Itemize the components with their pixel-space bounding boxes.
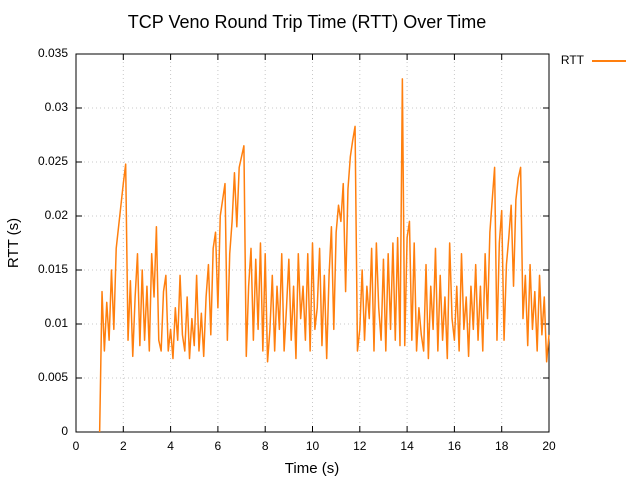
x-tick-label: 18 (495, 439, 509, 453)
x-tick-label: 12 (353, 439, 367, 453)
x-tick-label: 0 (73, 439, 80, 453)
y-tick-label: 0.015 (38, 262, 68, 276)
chart-title: TCP Veno Round Trip Time (RTT) Over Time (128, 12, 486, 32)
y-tick-label: 0 (61, 424, 68, 438)
plot-frame (75, 53, 550, 433)
x-tick-label: 16 (448, 439, 462, 453)
x-tick-label: 2 (120, 439, 127, 453)
rtt-line (98, 78, 550, 433)
x-tick-label: 8 (262, 439, 269, 453)
x-axis-label: Time (s) (285, 460, 339, 477)
x-tick-label: 14 (400, 439, 414, 453)
y-tick-label: 0.03 (45, 100, 69, 114)
x-tick-label: 4 (167, 439, 174, 453)
y-tick-label: 0.035 (38, 46, 68, 60)
y-tick-label: 0.005 (38, 370, 68, 384)
x-tick-label: 6 (215, 439, 222, 453)
x-tick-label: 20 (542, 439, 556, 453)
y-tick-label: 0.025 (38, 154, 68, 168)
y-tick-label: 0.02 (45, 208, 69, 222)
y-axis-label: RTT (s) (5, 218, 22, 268)
legend-label: RTT (561, 53, 585, 67)
y-tick-label: 0.01 (45, 316, 69, 330)
x-tick-label: 10 (306, 439, 320, 453)
